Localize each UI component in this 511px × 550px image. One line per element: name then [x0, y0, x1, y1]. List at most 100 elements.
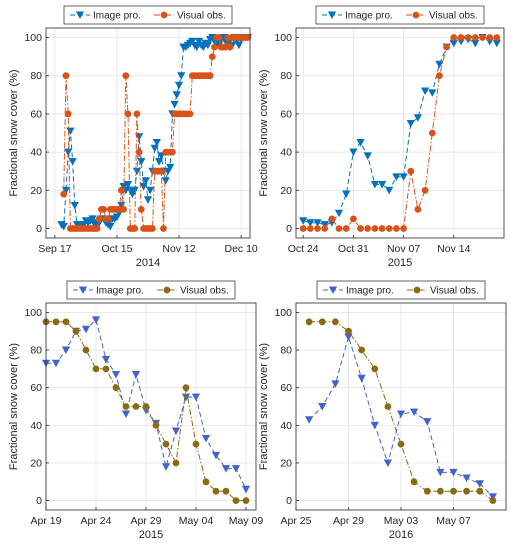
data-point [489, 497, 497, 505]
data-point [221, 465, 231, 473]
data-point [443, 43, 451, 51]
data-point [342, 190, 351, 199]
data-point [399, 173, 408, 181]
data-point [493, 34, 501, 41]
data-point [349, 215, 357, 223]
y-axis-label: Fractional snow cover (%) [8, 343, 20, 470]
legend-swatch-marker [413, 286, 421, 294]
data-point [428, 89, 437, 97]
data-point [160, 225, 167, 232]
data-point [132, 167, 142, 176]
data-point [363, 152, 372, 160]
data-point [192, 43, 201, 52]
x-axis-label: 2015 [388, 257, 412, 269]
data-point [157, 167, 165, 175]
y-tick-label: 60 [280, 108, 292, 120]
data-point [436, 487, 444, 495]
data-point [328, 215, 336, 223]
legend: Image pro. Visual obs. [316, 280, 486, 300]
data-point [81, 325, 91, 334]
data-point [91, 316, 101, 324]
data-point [131, 225, 139, 232]
x-tick-label: May 09 [229, 515, 264, 527]
data-point [102, 365, 110, 373]
data-point [331, 318, 339, 326]
data-point [234, 41, 244, 50]
y-tick-label: 60 [30, 382, 42, 394]
legend-box [316, 280, 486, 300]
data-point [166, 163, 175, 172]
data-point [397, 440, 405, 448]
data-point [72, 327, 80, 335]
y-tick-label: 80 [280, 70, 292, 82]
data-point [120, 205, 127, 213]
data-point [202, 478, 210, 486]
data-point [420, 87, 430, 96]
data-point [385, 225, 393, 232]
legend-box [315, 5, 485, 25]
data-point [188, 37, 197, 46]
x-tick-label: Apr 29 [333, 515, 364, 527]
data-point [92, 365, 100, 373]
data-point [152, 139, 162, 147]
y-axis-label: Fractional snow cover (%) [258, 343, 270, 470]
data-point [171, 427, 181, 436]
data-point [60, 190, 68, 198]
series-image-pro [304, 333, 498, 501]
y-tick-label: 100 [274, 307, 292, 319]
legend-label: Image pro. [346, 286, 394, 297]
data-point [211, 43, 218, 51]
data-point [463, 487, 471, 495]
data-point [242, 497, 250, 505]
legend-label: Image pro. [345, 11, 393, 22]
data-point [106, 223, 115, 231]
data-point [143, 196, 153, 204]
data-point [299, 217, 308, 225]
y-axis-label: Fractional snow cover (%) [8, 69, 20, 196]
data-point [101, 355, 111, 364]
x-tick-label: May 04 [179, 515, 214, 527]
data-point [428, 129, 436, 137]
y-tick-label: 20 [30, 185, 42, 197]
data-point [378, 225, 386, 232]
data-point [231, 465, 241, 473]
data-point [407, 167, 415, 175]
series-line [46, 321, 246, 502]
data-point [68, 158, 77, 166]
legend-swatch-marker [412, 11, 420, 19]
axes-box [45, 302, 257, 511]
data-point [100, 205, 108, 213]
data-point [299, 225, 307, 232]
data-point [357, 225, 365, 232]
data-point [385, 186, 394, 195]
data-point [208, 53, 216, 60]
data-point [168, 148, 176, 156]
data-point [244, 34, 252, 41]
legend: Image pro. Visual obs. [315, 5, 485, 25]
legend-swatch-marker [75, 11, 85, 20]
data-point [162, 440, 170, 448]
legend: Image pro. Visual obs. [63, 5, 233, 25]
x-tick-label: Apr 19 [31, 515, 62, 527]
data-point [345, 327, 352, 335]
legend-box [66, 280, 236, 300]
data-point [462, 474, 471, 483]
data-point [335, 225, 343, 232]
data-point [464, 34, 472, 41]
y-tick-label: 0 [36, 495, 42, 507]
data-point [371, 365, 379, 373]
x-axis-label: 2016 [389, 529, 413, 541]
data-point [132, 403, 140, 410]
chart-panel-3: 0 20 40 60 80 100 Apr 19 Apr 24 Apr 29 May 04 May … [8, 280, 264, 541]
data-point [104, 215, 112, 223]
legend-label: Image pro. [93, 11, 141, 22]
legend-swatch-marker [163, 286, 171, 294]
data-point [177, 72, 186, 80]
data-point [314, 225, 321, 232]
data-point [305, 318, 313, 326]
data-point [406, 120, 415, 128]
data-point [423, 418, 432, 426]
data-point [122, 403, 130, 410]
data-point [111, 370, 121, 379]
